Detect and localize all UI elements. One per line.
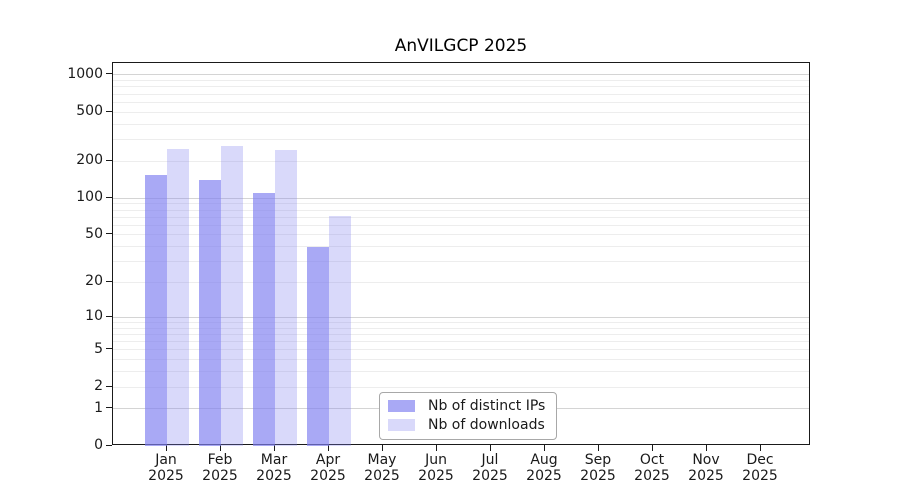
gridline-minor [113, 321, 809, 323]
y-tick-label: 10 [85, 308, 103, 325]
gridline-minor [113, 234, 809, 236]
y-tick [106, 233, 112, 235]
gridline-minor [113, 203, 809, 205]
x-tick-label: Aug 2025 [526, 452, 562, 484]
x-tick [165, 445, 167, 451]
gridline-minor [113, 333, 809, 335]
y-tick [106, 385, 112, 387]
x-tick-label: Feb 2025 [202, 452, 238, 484]
x-tick [651, 445, 653, 451]
gridline-minor [113, 246, 809, 248]
gridline-minor [113, 261, 809, 263]
y-tick [106, 348, 112, 350]
x-tick [327, 445, 329, 451]
bar-downloads-jan [167, 148, 189, 446]
gridline-minor [113, 209, 809, 211]
y-tick [106, 315, 112, 317]
plot-area: Nb of distinct IPs Nb of downloads [112, 62, 810, 446]
chart-title: AnVILGCP 2025 [394, 36, 528, 56]
x-tick-label: Apr 2025 [310, 452, 346, 484]
y-tick-label: 500 [76, 103, 103, 120]
gridline-minor [113, 371, 809, 373]
gridline-minor [113, 93, 809, 95]
y-tick [106, 407, 112, 409]
x-tick-label: Nov 2025 [688, 452, 724, 484]
x-tick-label: Jan 2025 [148, 452, 184, 484]
gridline-minor [113, 139, 809, 140]
gridline-minor [113, 216, 809, 218]
y-tick [106, 73, 112, 75]
x-tick-label: Dec 2025 [742, 452, 778, 484]
x-tick [759, 445, 761, 451]
y-tick [106, 280, 112, 282]
y-tick-label: 5 [94, 340, 103, 357]
x-tick [705, 445, 707, 451]
x-tick-label: Jun 2025 [418, 452, 454, 484]
gridline-minor [113, 281, 809, 283]
y-tick-label: 200 [76, 152, 103, 169]
y-tick-label: 1 [94, 399, 103, 416]
bar-downloads-feb [221, 145, 243, 446]
x-tick-label: May 2025 [364, 452, 400, 484]
bar-downloads-mar [275, 150, 297, 446]
x-tick [543, 445, 545, 451]
bar-distinct-ips-feb [199, 180, 221, 446]
gridline-minor [113, 386, 809, 388]
legend-label-downloads: Nb of downloads [428, 417, 545, 433]
x-tick-label: Jul 2025 [472, 452, 508, 484]
y-tick-label: 100 [76, 189, 103, 206]
gridline-minor [113, 86, 809, 88]
x-tick-label: Sep 2025 [580, 452, 616, 484]
y-tick [106, 196, 112, 198]
gridline-minor [113, 101, 809, 103]
y-tick-label: 20 [85, 273, 103, 290]
gridline-minor [113, 160, 809, 162]
y-tick [106, 159, 112, 161]
legend-swatch-downloads [388, 419, 415, 431]
gridline-minor [113, 224, 809, 226]
x-tick [219, 445, 221, 451]
x-tick [381, 445, 383, 451]
gridline-major [113, 74, 809, 76]
gridline-minor [113, 359, 809, 361]
gridline-minor [113, 327, 809, 329]
x-tick [489, 445, 491, 451]
y-tick [106, 110, 112, 112]
legend-swatch-distinct-ips [388, 400, 415, 412]
bar-distinct-ips-jan [145, 174, 167, 446]
bar-distinct-ips-apr [307, 246, 329, 446]
legend: Nb of distinct IPs Nb of downloads [379, 392, 558, 440]
gridline-minor [113, 349, 809, 351]
x-tick [435, 445, 437, 451]
y-tick-label: 1000 [67, 65, 103, 82]
gridline-minor [113, 123, 809, 125]
y-tick-label: 2 [94, 378, 103, 394]
legend-item-downloads: Nb of downloads [388, 417, 545, 433]
gridline-minor [113, 340, 809, 342]
x-tick-label: Mar 2025 [256, 452, 292, 484]
gridline-major [113, 316, 809, 318]
gridline-minor [113, 111, 809, 113]
y-tick-label: 0 [94, 437, 103, 453]
x-tick-label: Oct 2025 [634, 452, 670, 484]
gridline-major [113, 197, 809, 199]
legend-item-distinct-ips: Nb of distinct IPs [388, 398, 545, 414]
x-tick [597, 445, 599, 451]
y-tick-label: 50 [85, 225, 103, 242]
legend-label-distinct-ips: Nb of distinct IPs [428, 398, 546, 414]
x-tick [273, 445, 275, 451]
bar-downloads-apr [329, 215, 351, 446]
y-tick [106, 444, 112, 446]
gridline-minor [113, 80, 809, 82]
bar-distinct-ips-mar [253, 193, 275, 446]
